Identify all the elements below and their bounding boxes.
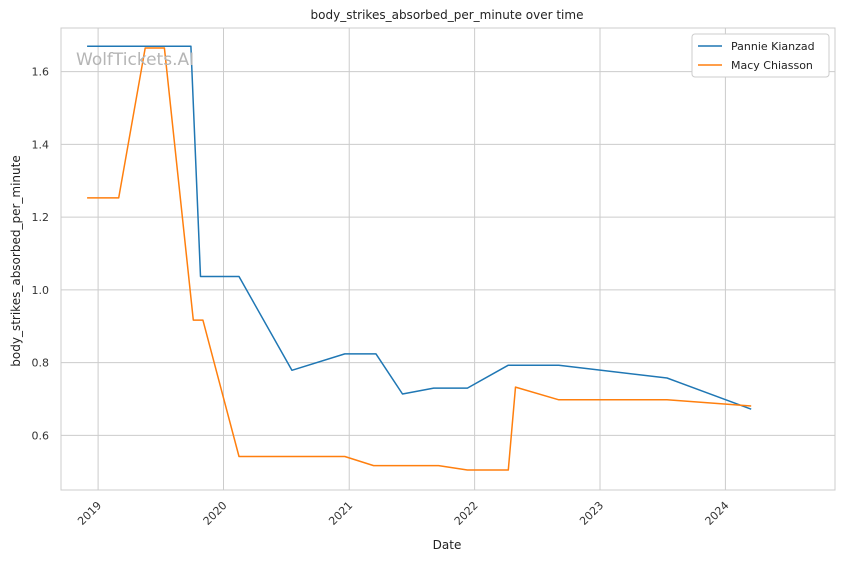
y-tick-label: 1.2	[32, 211, 50, 224]
x-axis-label: Date	[433, 538, 462, 552]
series-lines	[87, 45, 752, 471]
series-line-pannie-kianzad	[87, 45, 752, 410]
chart-title: body_strikes_absorbed_per_minute over ti…	[311, 8, 584, 22]
legend: Pannie Kianzad Macy Chiasson	[691, 33, 830, 78]
y-tick-label: 0.6	[32, 429, 50, 442]
y-tick-label: 1.0	[32, 284, 50, 297]
series-line-macy-chiasson	[87, 47, 752, 471]
y-tick-label: 1.4	[32, 138, 50, 151]
plot-area-frame	[60, 27, 836, 491]
legend-label-pannie-kianzad: Pannie Kianzad	[731, 40, 815, 53]
legend-box	[691, 33, 830, 78]
legend-label-macy-chiasson: Macy Chiasson	[731, 59, 813, 72]
watermark-text: WolfTickets.AI	[76, 50, 194, 70]
y-tick-label: 1.6	[32, 66, 50, 79]
y-axis-label: body_strikes_absorbed_per_minute	[9, 155, 23, 366]
y-tick-label: 0.8	[32, 357, 50, 370]
